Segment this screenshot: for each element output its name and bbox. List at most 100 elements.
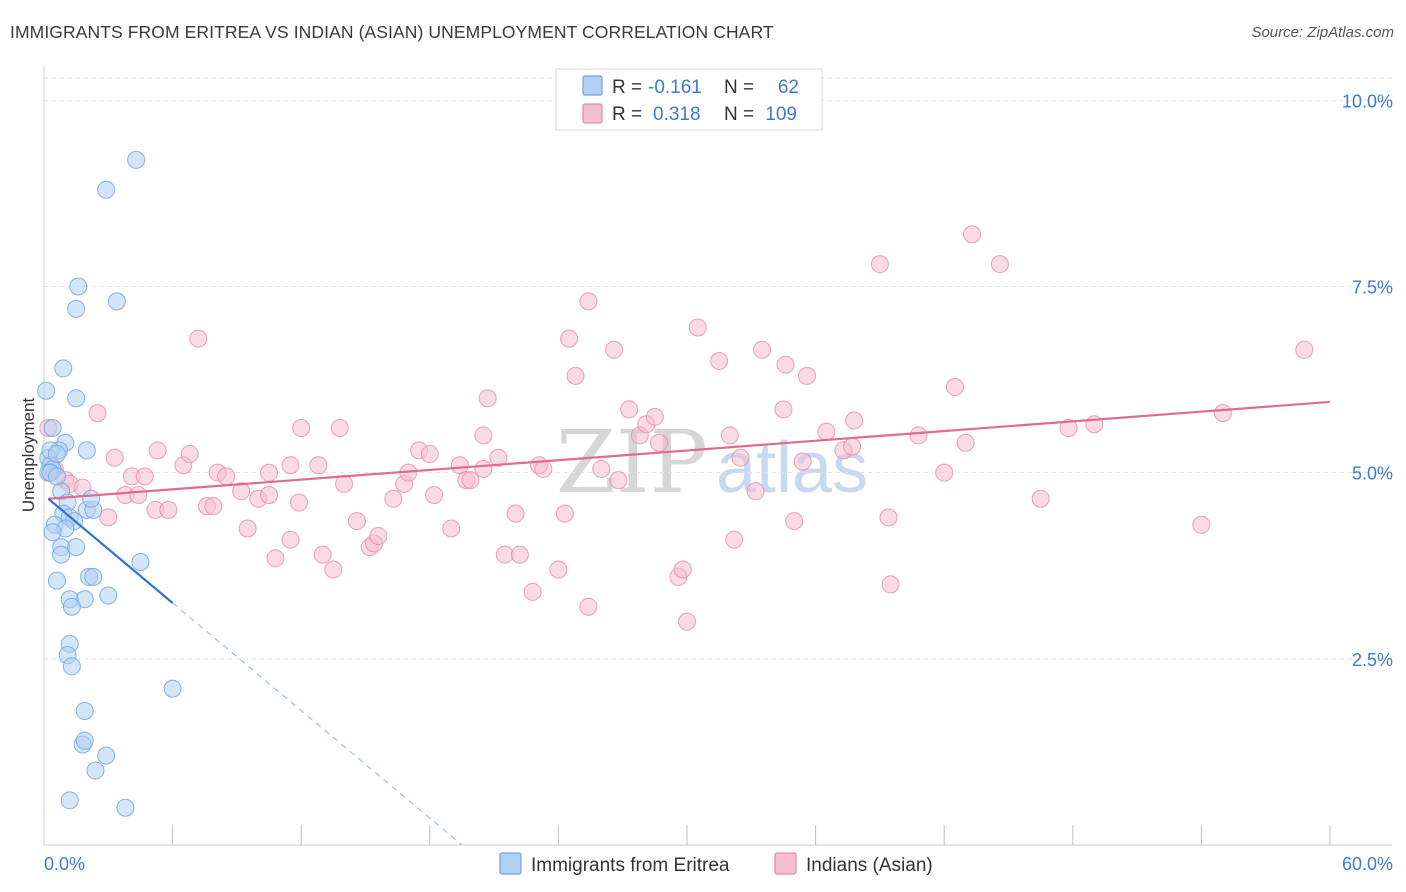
data-point-indians (774, 400, 793, 419)
data-point-indians (579, 597, 598, 616)
data-point-eritrea (62, 597, 81, 616)
data-point-eritrea (47, 445, 66, 464)
data-point-indians (710, 351, 729, 370)
data-point-eritrea (43, 523, 62, 542)
data-point-indians (506, 504, 525, 523)
x-tick-labels: 0.0% 60.0% (44, 854, 1393, 874)
data-point-indians (474, 426, 493, 445)
bottom-legend: Immigrants from Eritrea Indians (Asian) (499, 852, 933, 876)
data-point-indians (309, 456, 328, 475)
data-point-indians (609, 471, 628, 490)
data-point-indians (180, 445, 199, 464)
data-point-indians (442, 519, 461, 538)
data-point-indians (731, 448, 750, 467)
data-point-eritrea (97, 180, 116, 199)
data-point-indians (990, 255, 1009, 274)
data-point-indians (605, 340, 624, 359)
data-point-eritrea (75, 731, 94, 750)
data-point-indians (474, 459, 493, 478)
data-point-indians (753, 340, 772, 359)
data-point-indians (266, 549, 285, 568)
trend-line-eritrea-extension (172, 602, 463, 846)
data-point-indians (688, 318, 707, 337)
data-point-indians (560, 329, 579, 348)
data-point-eritrea (107, 292, 126, 311)
data-point-indians (281, 456, 300, 475)
data-point-indians (159, 500, 178, 519)
data-point-indians (313, 545, 332, 564)
data-point-indians (281, 530, 300, 549)
data-point-indians (1192, 515, 1211, 534)
watermark: ZIP atlas (556, 413, 868, 513)
legend-swatch-indians (582, 103, 603, 124)
data-point-indians (384, 489, 403, 508)
data-point-indians (260, 463, 279, 482)
data-point-indians (579, 292, 598, 311)
data-point-indians (870, 255, 889, 274)
data-point-eritrea (116, 798, 135, 817)
x-tick-label-min: 0.0% (44, 854, 85, 874)
data-point-indians (105, 448, 124, 467)
data-point-indians (1295, 340, 1314, 359)
data-point-indians (845, 411, 864, 430)
data-point-indians (956, 433, 975, 452)
data-point-indians (217, 467, 236, 486)
data-point-indians (785, 512, 804, 531)
data-point-indians (1031, 489, 1050, 508)
data-point-eritrea (69, 277, 88, 296)
data-point-eritrea (43, 418, 62, 437)
data-point-indians (1059, 418, 1078, 437)
data-point-indians (461, 471, 480, 490)
data-point-eritrea (62, 657, 81, 676)
data-point-indians (238, 519, 257, 538)
data-point-indians (290, 493, 309, 512)
y-tick-labels: 2.5% 5.0% 7.5% 10.0% (1342, 91, 1393, 669)
y-tick-label: 7.5% (1352, 278, 1393, 298)
data-point-indians (88, 404, 107, 423)
legend: R = -0.161 N = 62 R = 0.318 N = 109 (555, 68, 823, 131)
data-point-indians (232, 482, 251, 501)
legend-n-label-1: N = (724, 77, 754, 98)
bottom-legend-swatch-indians (774, 852, 797, 875)
data-point-indians (817, 422, 836, 441)
data-point-indians (793, 452, 812, 471)
data-point-indians (843, 437, 862, 456)
legend-n-value-1: 62 (778, 77, 799, 98)
bottom-legend-label-eritrea: Immigrants from Eritrea (531, 855, 730, 876)
data-point-indians (510, 545, 529, 564)
data-point-indians (292, 418, 311, 437)
data-point-eritrea (47, 467, 66, 486)
data-point-indians (129, 486, 148, 505)
data-point-indians (592, 459, 611, 478)
data-point-indians (135, 467, 154, 486)
data-point-indians (478, 389, 497, 408)
data-point-indians (489, 448, 508, 467)
legend-n-label-2: N = (724, 104, 754, 125)
source-label: Source: ZipAtlas.com (1251, 24, 1394, 41)
data-point-eritrea (86, 761, 105, 780)
legend-swatch-eritrea (582, 75, 603, 96)
data-point-eritrea (131, 553, 150, 572)
data-point-eritrea (163, 679, 182, 698)
series-immigrants-eritrea (37, 150, 182, 817)
data-point-indians (645, 407, 664, 426)
data-point-eritrea (84, 567, 103, 586)
data-point-eritrea (67, 389, 86, 408)
watermark-atlas: atlas (716, 428, 868, 508)
watermark-zip: ZIP (556, 413, 708, 513)
data-point-indians (189, 329, 208, 348)
data-point-eritrea (52, 545, 71, 564)
data-point-indians (909, 426, 928, 445)
data-point-indians (555, 504, 574, 523)
data-point-indians (673, 560, 692, 579)
legend-r-label-1: R = (612, 77, 642, 98)
trend-line-eritrea (47, 497, 174, 604)
data-point-eritrea (67, 538, 86, 557)
data-point-indians (324, 560, 343, 579)
data-point-eritrea (82, 489, 101, 508)
data-point-indians (566, 366, 585, 385)
x-tick-label-max: 60.0% (1342, 854, 1393, 874)
data-point-indians (534, 459, 553, 478)
data-point-eritrea (77, 441, 96, 460)
data-point-indians (369, 526, 388, 545)
